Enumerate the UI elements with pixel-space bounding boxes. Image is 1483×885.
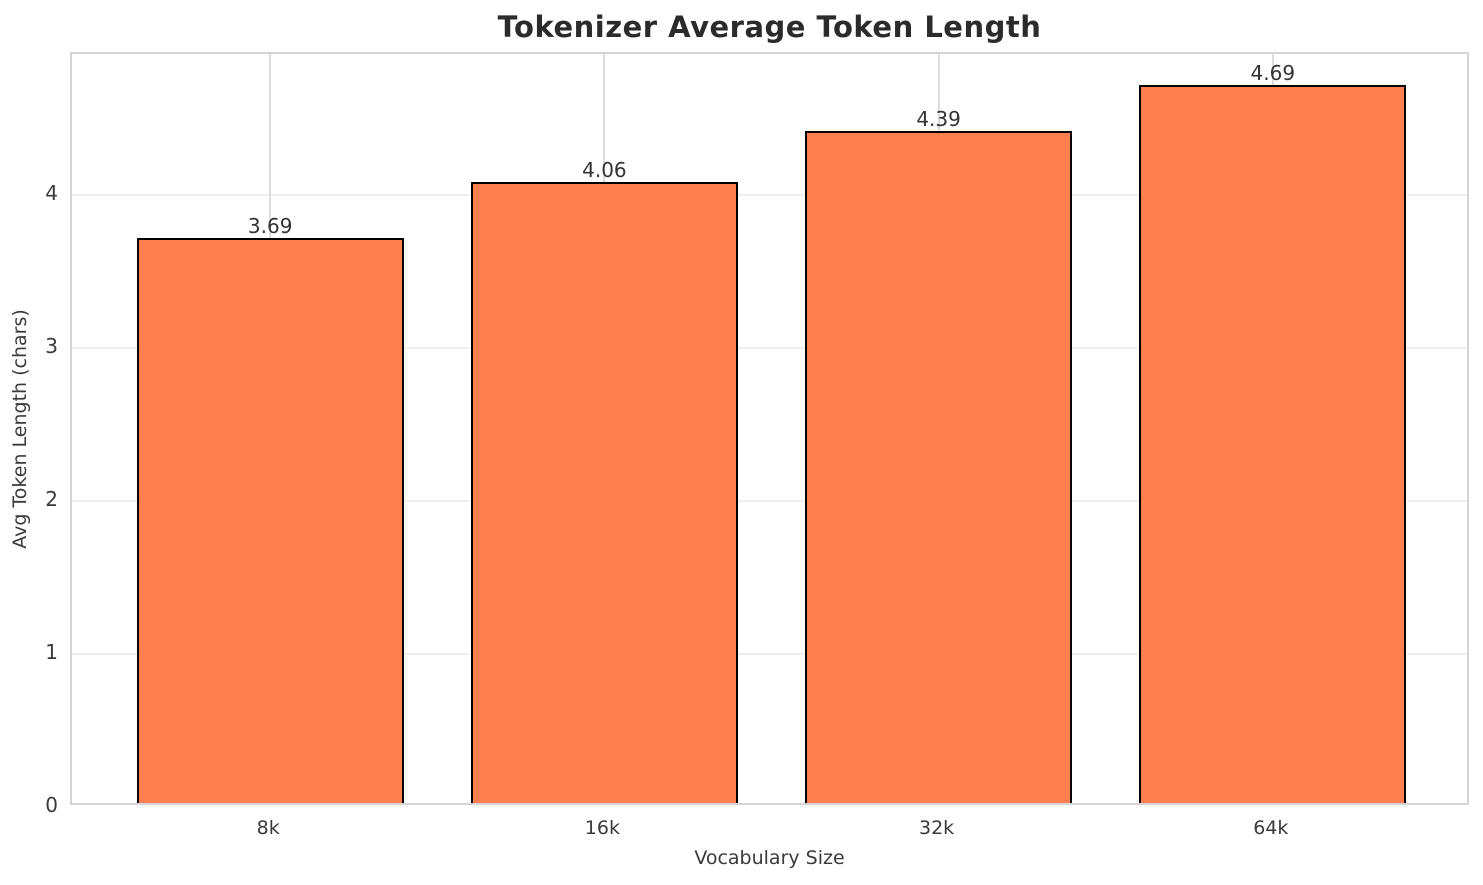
- x-tick-label: 16k: [584, 817, 620, 839]
- bar-value-label: 3.69: [247, 214, 293, 239]
- bar: [470, 181, 739, 803]
- y-tick-label: 1: [45, 639, 58, 664]
- bar-value-label: 4.39: [916, 107, 961, 132]
- x-axis-label: Vocabulary Size: [694, 847, 845, 869]
- y-gridline: [72, 652, 1467, 655]
- chart-title: Tokenizer Average Token Length: [497, 10, 1042, 44]
- y-tick-label: 4: [45, 180, 58, 205]
- x-tick-label: 8k: [256, 817, 280, 839]
- bar: [136, 238, 404, 803]
- plot-area: 3.69 4.06 4.39 4.69: [70, 52, 1469, 805]
- bar-value-label: 4.69: [1250, 61, 1296, 86]
- y-tick-label: 2: [45, 486, 58, 511]
- y-tick-label: 3: [45, 333, 58, 358]
- y-axis-label: Avg Token Length (chars): [9, 309, 31, 549]
- y-gridline: [72, 499, 1467, 502]
- bar: [1139, 85, 1407, 803]
- y-gridline: [72, 193, 1467, 196]
- bar: [804, 131, 1073, 803]
- bar-value-label: 4.06: [582, 157, 627, 182]
- y-tick-label: 0: [45, 793, 58, 817]
- x-tick-label: 32k: [919, 817, 955, 839]
- x-tick-label: 64k: [1253, 817, 1289, 839]
- y-gridline: [72, 346, 1467, 349]
